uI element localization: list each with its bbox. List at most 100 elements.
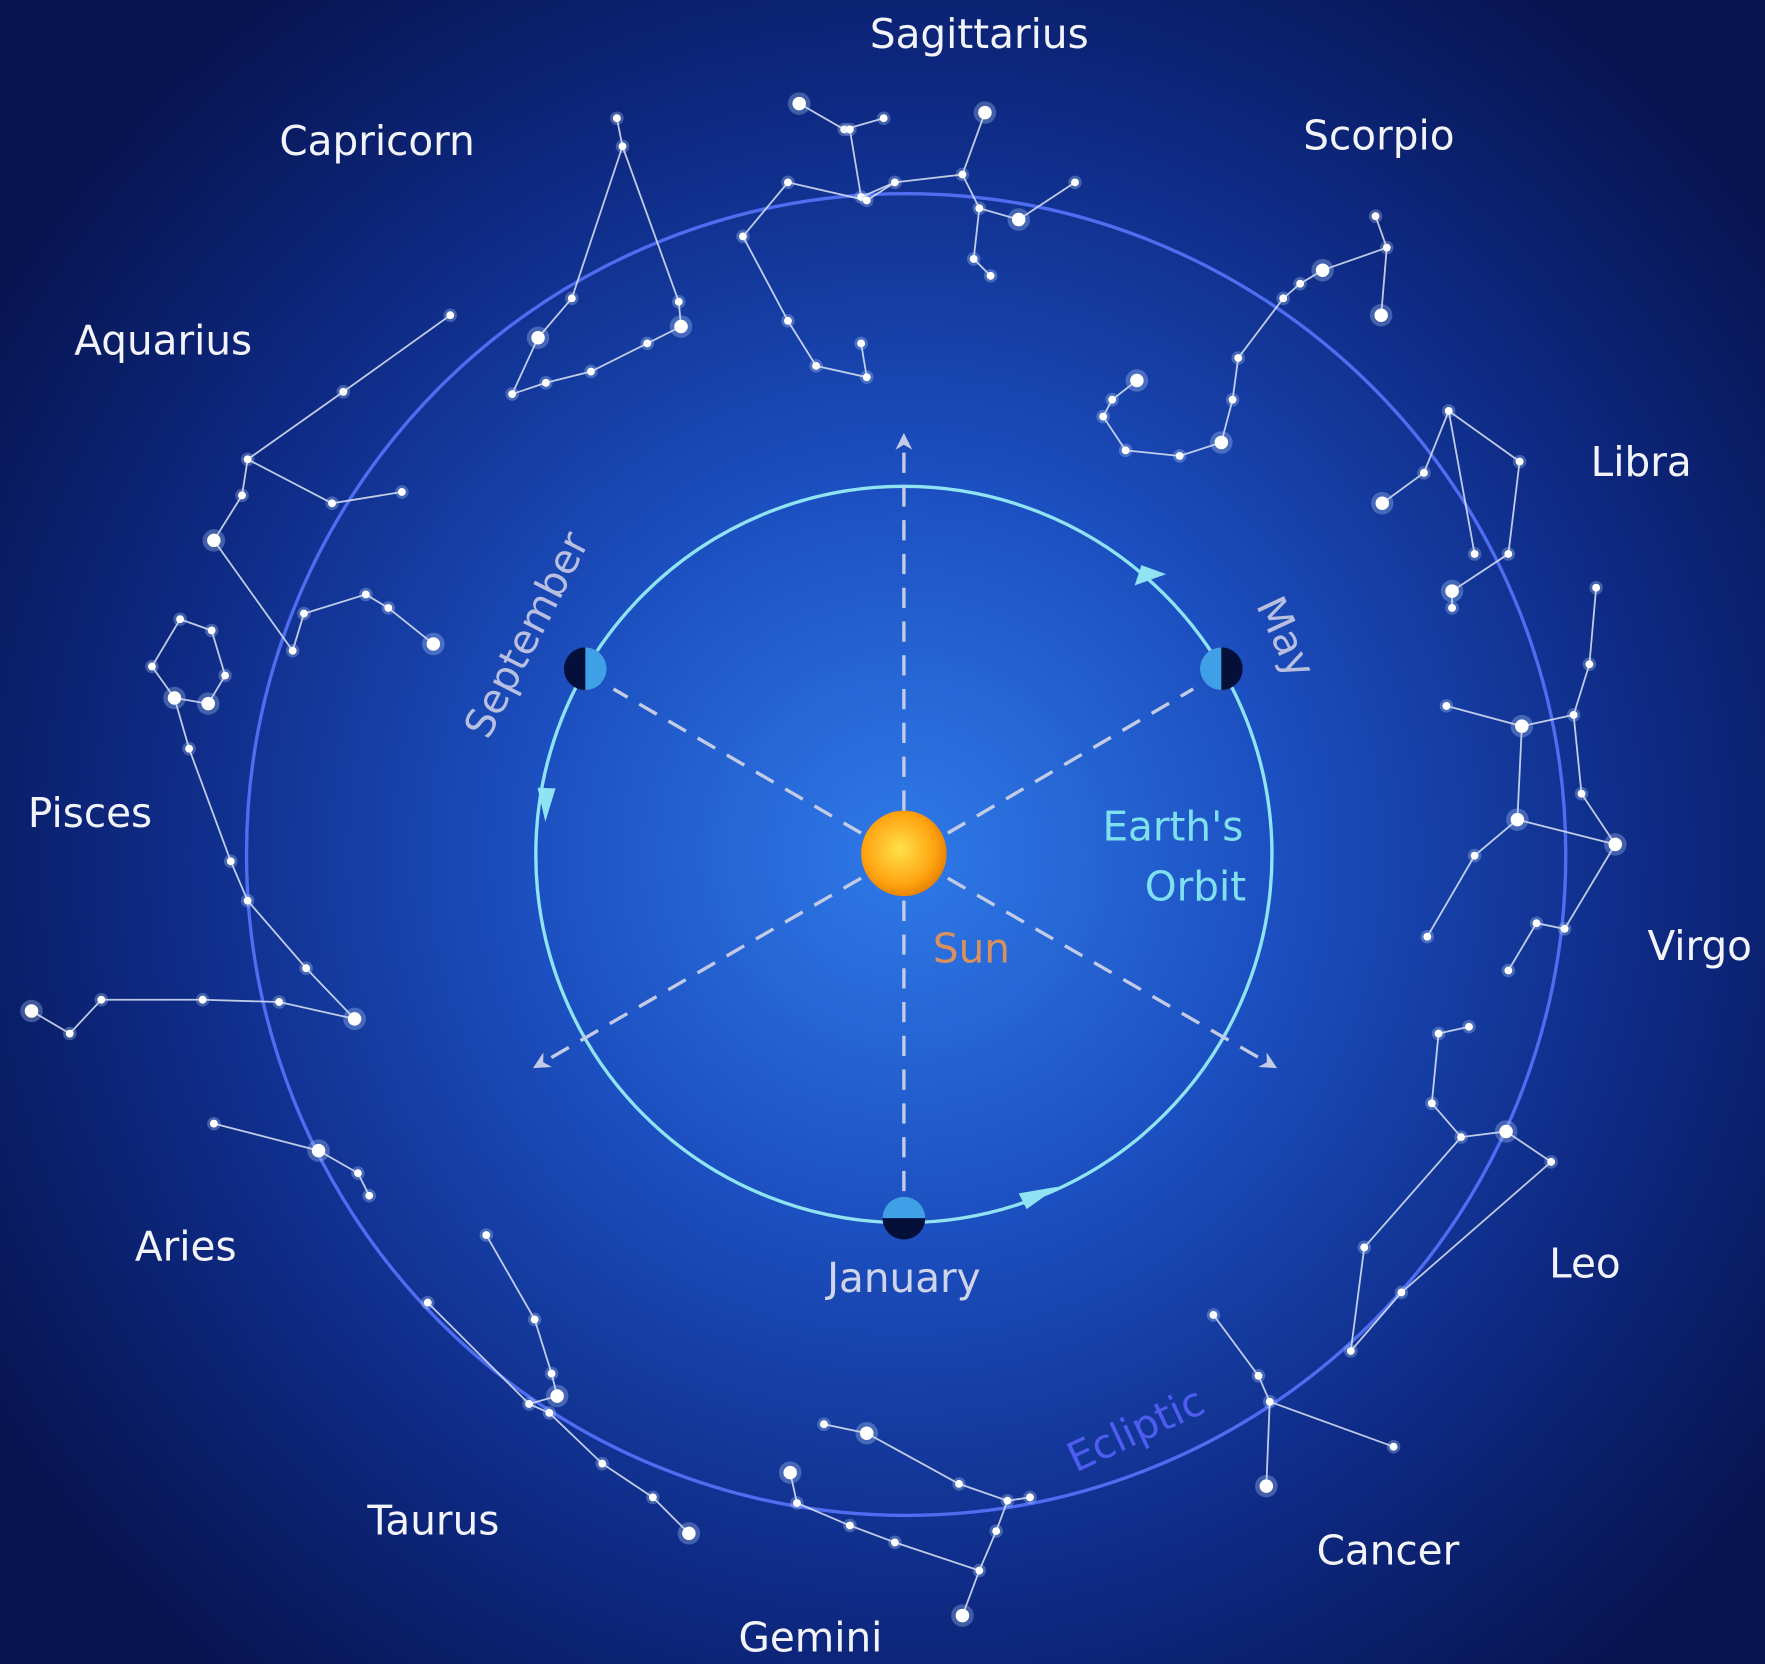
sun [861,811,947,897]
star [300,610,308,618]
star [148,663,156,671]
month-label: January [824,1254,981,1302]
star [1372,212,1380,220]
star [1471,550,1479,558]
star [955,1480,963,1488]
star [1457,1133,1465,1141]
star [568,294,576,302]
star [221,672,229,680]
star [1255,1372,1263,1380]
constellation-label: Scorpio [1303,111,1454,159]
star [424,1299,432,1307]
star [978,106,992,120]
constellation-label: Capricorn [279,117,474,165]
star [66,1030,74,1038]
star [398,488,406,496]
star [531,331,545,345]
star [244,897,252,905]
constellation-label: Taurus [366,1496,499,1544]
star [207,534,221,548]
star [275,998,283,1006]
star [354,1169,362,1177]
constellation-label: Libra [1591,438,1692,486]
zodiac-diagram: Sagittarius Capricorn Scorpio Aquarius L… [0,0,1765,1664]
star [550,1389,564,1403]
star [1229,396,1237,404]
star [784,178,792,186]
star [975,1567,983,1575]
constellation-label: Cancer [1317,1527,1460,1575]
star [880,114,888,122]
star [1376,496,1390,510]
star [1397,1289,1405,1297]
star [1026,1493,1034,1501]
star [1448,604,1456,612]
star [1445,407,1453,415]
star [619,142,627,150]
star [1004,1497,1012,1505]
constellation-label: Virgo [1647,922,1752,970]
star [97,996,105,1004]
star [1215,436,1229,450]
star [508,390,516,398]
star [1465,1023,1473,1031]
star [857,339,865,347]
star [1609,838,1623,852]
star [643,339,651,347]
star [613,114,621,122]
star [1515,719,1529,733]
star [1585,660,1593,668]
star [783,1466,797,1480]
star [1360,1243,1368,1251]
star [682,1527,696,1541]
constellation-label: Gemini [738,1613,882,1661]
star [525,1400,533,1408]
star [1234,354,1242,362]
star [970,255,978,263]
constellation-label: Leo [1549,1240,1621,1288]
star [675,298,683,306]
star [427,637,441,651]
star [1423,933,1431,941]
star [289,647,297,655]
star [328,499,336,507]
star [1561,925,1569,933]
star [1428,1099,1436,1107]
star [1471,852,1479,860]
star [1130,374,1144,388]
star [1443,702,1451,710]
star [201,697,215,711]
star [185,745,193,753]
constellation-label: Aquarius [74,316,252,364]
star [210,1120,218,1128]
star [1012,213,1026,227]
star [542,379,550,387]
star [1279,294,1287,302]
star [958,171,966,179]
constellation-label: Sagittarius [870,10,1089,58]
star [992,1527,1000,1535]
star [1266,1398,1274,1406]
star [784,317,792,325]
star [482,1231,490,1239]
star [176,615,184,623]
star [891,1538,899,1546]
star [1445,584,1459,598]
star [674,320,688,334]
star [339,388,347,396]
star [863,196,871,204]
star [1511,813,1525,827]
star [1570,711,1578,719]
star [860,1426,874,1440]
orbit-label: Earth's [1102,803,1243,851]
star [1420,469,1428,477]
star [846,1522,854,1530]
star [1533,919,1541,927]
star [244,455,252,463]
star [1504,967,1512,975]
star [793,1499,801,1507]
star [1516,458,1524,466]
star [1499,1125,1513,1139]
star [975,204,983,212]
constellation-label: Pisces [28,789,152,837]
